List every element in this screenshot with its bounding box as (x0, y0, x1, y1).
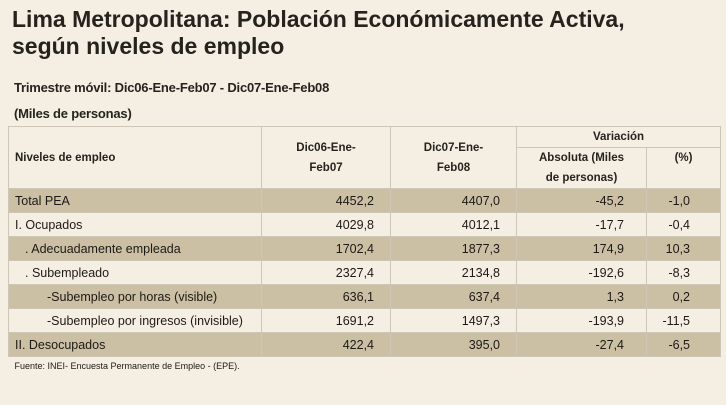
row-value-2: 2134,8 (390, 260, 517, 285)
row-variation-pct: 0,2 (645, 284, 722, 309)
row-variation-pct: -8,3 (645, 260, 722, 285)
row-variation-abs: 174,9 (516, 236, 647, 261)
row-label: I. Ocupados (8, 212, 262, 237)
row-value-2: 1497,3 (390, 308, 517, 333)
row-value-2: 4407,0 (390, 188, 517, 213)
row-value-2: 395,0 (390, 332, 517, 357)
table-row: Total PEA 4452,2 4407,0 -45,2 -1,0 (8, 188, 722, 213)
title-line-2: según niveles de empleo (12, 33, 285, 59)
period-subtitle: Trimestre móvil: Dic06-Ene-Feb07 - Dic07… (14, 80, 330, 95)
row-label: II. Desocupados (8, 332, 262, 357)
row-variation-abs: -193,9 (516, 308, 647, 333)
row-value-1: 1702,4 (261, 236, 391, 261)
document-title: Lima Metropolitana: Población Económicam… (12, 6, 712, 60)
row-value-1: 2327,4 (261, 260, 391, 285)
row-variation-pct: 10,3 (645, 236, 722, 261)
header-variacion: Variación (515, 126, 722, 148)
row-label: . Adecuadamente empleada (8, 236, 262, 261)
header-period-2-line-2: Feb08 (436, 161, 471, 174)
header-row-1: Niveles de empleo Dic06-Ene- Feb07 Dic07… (8, 126, 722, 189)
row-value-2: 4012,1 (390, 212, 517, 237)
table-row: II. Desocupados 422,4 395,0 -27,4 -6,5 (8, 332, 722, 357)
row-variation-abs: -45,2 (516, 188, 647, 213)
row-label: -Subempleo por horas (visible) (8, 284, 262, 309)
row-value-1: 4029,8 (261, 212, 391, 237)
row-variation-pct: -1,0 (645, 188, 722, 213)
row-value-2: 637,4 (390, 284, 517, 309)
table-row: . Adecuadamente empleada 1702,4 1877,3 1… (8, 236, 722, 261)
row-label: . Subempleado (8, 260, 262, 285)
row-variation-pct: -6,5 (645, 332, 722, 357)
header-absoluta-line-2: de personas) (545, 172, 618, 184)
title-line-1: Lima Metropolitana: Población Económicam… (12, 6, 625, 32)
table-row: -Subempleo por horas (visible) 636,1 637… (8, 284, 722, 309)
row-variation-abs: -27,4 (516, 332, 647, 357)
header-row-2: Absoluta (Miles de personas) (%) (9, 147, 722, 189)
row-label: Total PEA (8, 188, 262, 213)
row-value-1: 422,4 (261, 332, 391, 357)
row-variation-abs: -17,7 (516, 212, 647, 237)
header-period-1-line-2: Feb07 (309, 161, 343, 174)
header-niveles: Niveles de empleo (8, 126, 262, 189)
table-row: -Subempleo por ingresos (invisible) 1691… (8, 308, 722, 333)
employment-table: Niveles de empleo Dic06-Ene- Feb07 Dic07… (8, 126, 722, 375)
header-period-2: Dic07-Ene- Feb08 (390, 126, 517, 189)
row-value-1: 636,1 (261, 284, 391, 309)
row-value-1: 1691,2 (261, 308, 391, 333)
row-variation-pct: -0,4 (645, 212, 722, 237)
row-variation-abs: -192,6 (516, 260, 647, 285)
units-note: (Miles de personas) (14, 106, 132, 121)
header-percent: (%) (645, 147, 722, 189)
source-note: Fuente: INEI- Encuesta Permanente de Emp… (8, 356, 721, 375)
header-period-2-line-1: Dic07-Ene- (423, 141, 484, 154)
row-variation-pct: -11,5 (645, 308, 722, 333)
row-variation-abs: 1,3 (516, 284, 647, 309)
row-label: -Subempleo por ingresos (invisible) (8, 308, 262, 333)
header-absoluta-line-1: Absoluta (Miles (539, 152, 624, 164)
source-row: Fuente: INEI- Encuesta Permanente de Emp… (8, 356, 721, 375)
row-value-1: 4452,2 (261, 188, 391, 213)
row-value-2: 1877,3 (390, 236, 517, 261)
table-row: I. Ocupados 4029,8 4012,1 -17,7 -0,4 (8, 212, 722, 237)
table-row: . Subempleado 2327,4 2134,8 -192,6 -8,3 (8, 260, 722, 285)
header-period-1: Dic06-Ene- Feb07 (261, 126, 391, 189)
header-absoluta: Absoluta (Miles de personas) (516, 147, 647, 189)
header-period-1-line-1: Dic06-Ene- (296, 141, 356, 154)
